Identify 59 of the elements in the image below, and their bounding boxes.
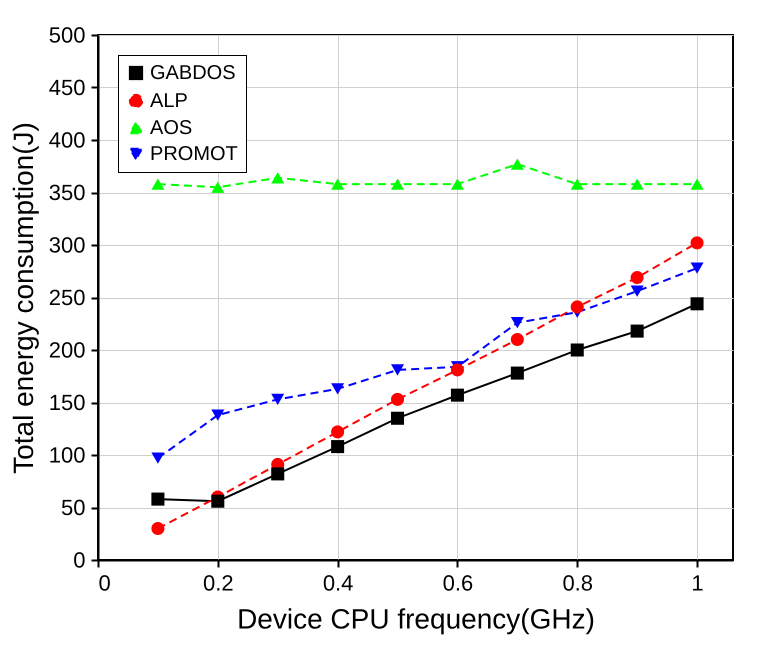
point: [690, 236, 704, 250]
point: [630, 286, 644, 297]
y-tick-label: 350: [48, 180, 86, 205]
point: [450, 388, 464, 402]
point: [211, 182, 224, 193]
x-tick-label: 0.2: [203, 570, 234, 596]
point: [331, 425, 344, 438]
legend-label: AOS: [150, 117, 192, 139]
point: [271, 394, 284, 405]
y-tick-label: 250: [48, 285, 86, 310]
point: [510, 332, 524, 346]
y-tick-label: 100: [48, 442, 86, 468]
point: [630, 178, 644, 190]
legend-label: GABDOS: [150, 62, 236, 84]
point: [690, 262, 704, 274]
point: [570, 343, 584, 357]
point: [630, 271, 644, 284]
point: [510, 366, 524, 380]
y-tick-label: 200: [48, 338, 86, 362]
point: [510, 158, 524, 170]
point: [391, 364, 404, 376]
point: [391, 412, 404, 425]
point: [151, 178, 164, 190]
point: [630, 324, 644, 338]
x-tick-label: 0: [98, 570, 111, 596]
x-tick-label: 0.8: [562, 570, 594, 596]
y-tick-label: 0: [73, 548, 86, 572]
point: [391, 392, 404, 406]
point: [151, 492, 164, 506]
point: [450, 178, 464, 190]
point: [151, 522, 164, 536]
point: [271, 172, 284, 184]
point: [151, 452, 164, 464]
point: [211, 409, 224, 421]
y-tick-label: 450: [48, 75, 86, 100]
point: [570, 178, 584, 190]
y-tick-label: 50: [61, 495, 86, 520]
point: [331, 440, 344, 454]
point: [570, 300, 584, 314]
x-tick-label: 1: [691, 570, 704, 596]
x-axis-title: Device CPU frequency(GHz): [237, 604, 595, 634]
y-axis-title: Total energy consumption(J): [8, 122, 39, 474]
x-tick-label: 0.6: [442, 570, 474, 596]
y-tick-label: 150: [48, 390, 86, 415]
point: [211, 494, 224, 508]
point: [690, 297, 704, 310]
point: [331, 383, 344, 394]
point: [391, 178, 404, 190]
point: [510, 317, 524, 328]
legend-label: ALP: [150, 90, 188, 112]
point: [271, 467, 284, 480]
point: [450, 363, 464, 376]
x-tick-label: 0.4: [322, 570, 354, 596]
y-tick-label: 400: [48, 128, 86, 152]
y-tick-label: 300: [48, 232, 86, 258]
point: [690, 178, 704, 190]
legend-label: PROMOT: [150, 143, 238, 165]
y-tick-label: 500: [48, 22, 86, 48]
point: [331, 178, 344, 190]
